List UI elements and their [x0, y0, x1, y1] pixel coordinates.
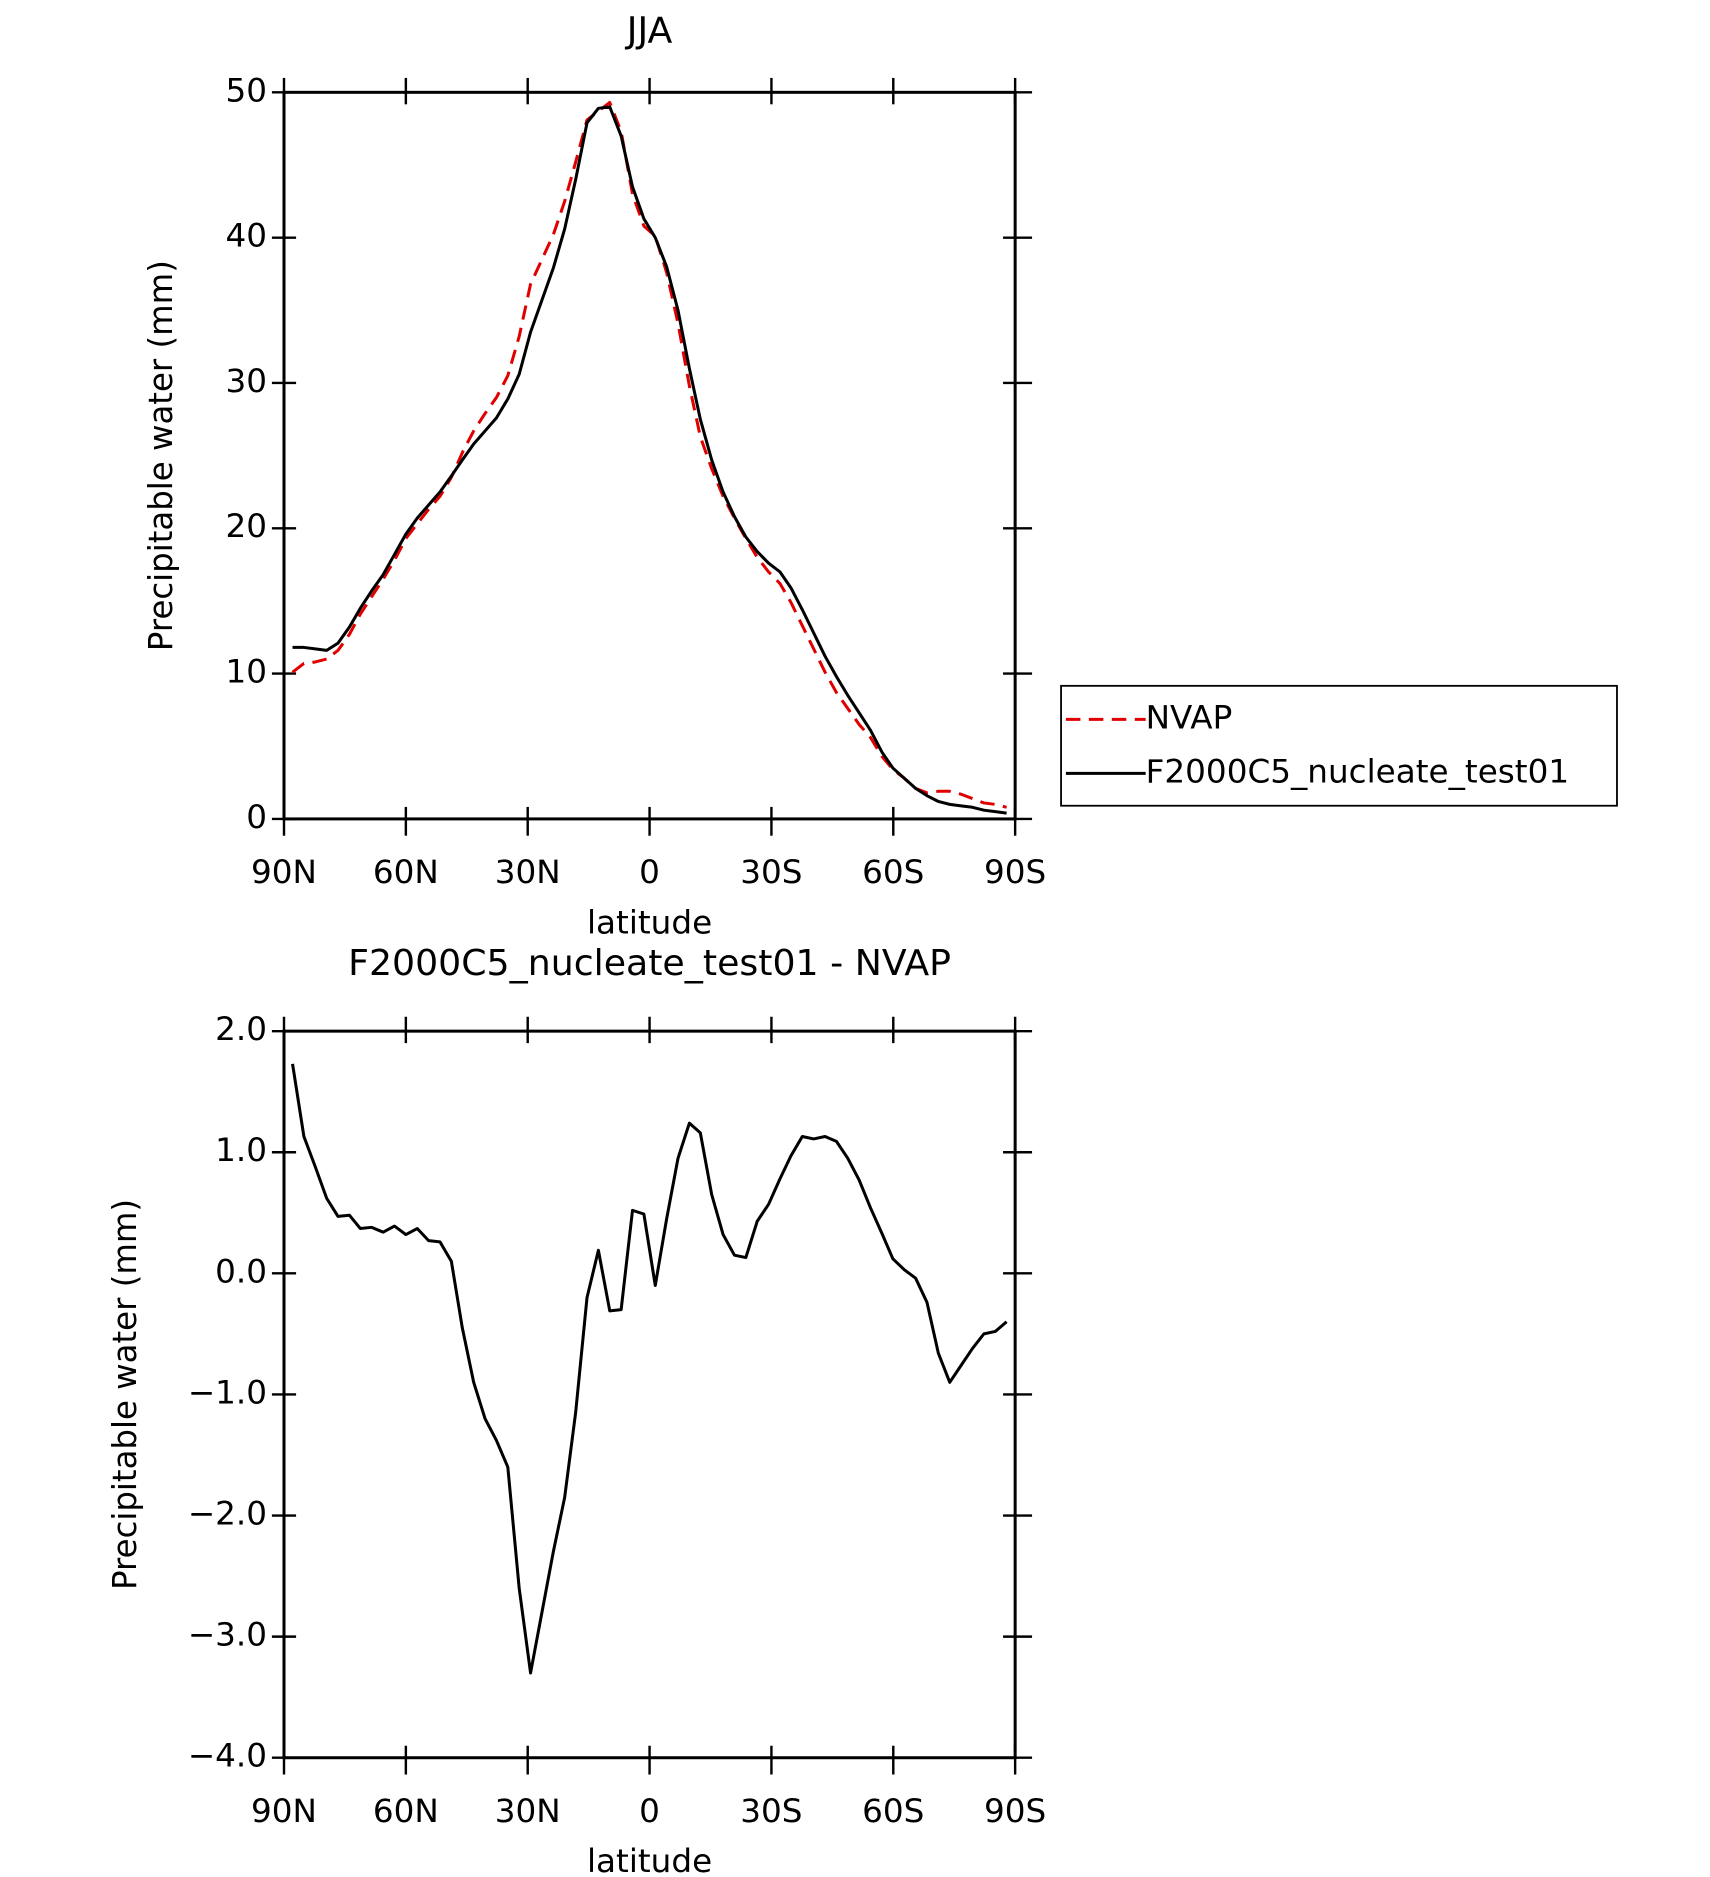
- y-axis-label: Precipitable water (mm): [142, 260, 180, 651]
- y-tick-label: 0.0: [215, 1252, 267, 1290]
- x-tick-label: 90N: [251, 853, 317, 891]
- y-axis-label: Precipitable water (mm): [106, 1199, 144, 1590]
- x-tick-label: 60N: [373, 853, 439, 891]
- x-tick-label: 90S: [984, 1792, 1046, 1830]
- x-tick-label: 30N: [495, 1792, 561, 1830]
- legend: NVAP F2000C5_nucleate_test01: [1060, 684, 1618, 807]
- y-tick-label: 10: [226, 653, 268, 691]
- y-tick-label: −3.0: [188, 1616, 267, 1654]
- y-tick-label: 20: [226, 507, 268, 545]
- y-tick-label: 2.0: [215, 1010, 267, 1048]
- x-axis-label: latitude: [587, 904, 712, 942]
- plot-frame: [282, 90, 1017, 821]
- x-axis-label: latitude: [587, 1842, 712, 1877]
- y-tick-label: −1.0: [188, 1374, 267, 1412]
- legend-label: F2000C5_nucleate_test01: [1146, 752, 1569, 790]
- x-tick-label: 90N: [251, 1792, 317, 1830]
- y-tick-label: −2.0: [188, 1495, 267, 1533]
- x-tick-label: 60N: [373, 1792, 439, 1830]
- y-tick-label: 0: [246, 798, 267, 836]
- x-tick-label: 30N: [495, 853, 561, 891]
- x-tick-label: 30S: [740, 1792, 802, 1830]
- legend-box: [1060, 684, 1618, 807]
- chart-title: JJA: [625, 8, 673, 51]
- x-tick-label: 0: [639, 1792, 660, 1830]
- x-tick-label: 0: [639, 853, 660, 891]
- plot-root: JJA latitude Precipitable water (mm) 0 10 20 3…: [106, 8, 1618, 1877]
- data-line: [291, 1063, 1008, 1675]
- data-line: [291, 100, 1007, 809]
- x-tick-label: 60S: [862, 853, 924, 891]
- y-tick-label: −4.0: [188, 1737, 267, 1775]
- x-tick-label: 60S: [862, 1792, 924, 1830]
- y-tick-label: 30: [226, 362, 268, 400]
- data-line: [292, 105, 1007, 815]
- y-tick-label: 1.0: [215, 1131, 267, 1169]
- x-tick-label: 90S: [984, 853, 1046, 891]
- legend-label: NVAP: [1146, 698, 1233, 736]
- chart-title: F2000C5_nucleate_test01 - NVAP: [348, 941, 951, 984]
- plot-frame: [282, 1029, 1017, 1760]
- x-tick-label: 30S: [740, 853, 802, 891]
- y-tick-label: 50: [226, 71, 268, 109]
- y-tick-label: 40: [226, 217, 268, 255]
